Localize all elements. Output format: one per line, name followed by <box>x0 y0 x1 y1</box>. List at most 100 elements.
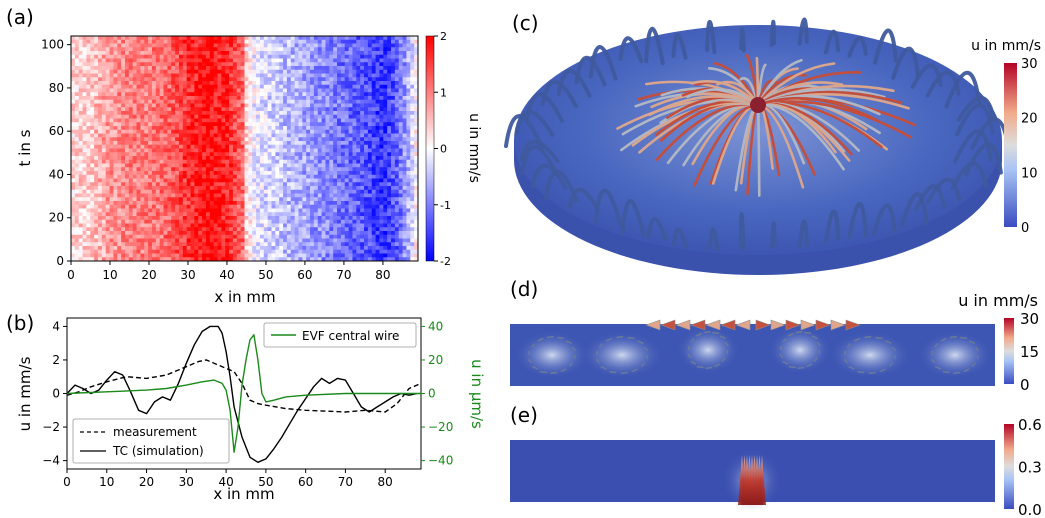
heatmap-cell <box>275 156 280 161</box>
heatmap-cell <box>132 182 137 187</box>
heatmap-cell <box>221 88 226 93</box>
heatmap-cell <box>375 96 380 101</box>
heatmap-cell <box>163 234 168 239</box>
heatmap-cell <box>244 66 249 71</box>
heatmap-cell <box>310 167 315 172</box>
heatmap-cell <box>186 152 191 157</box>
heatmap-cell <box>283 174 288 179</box>
heatmap-cell <box>124 144 130 149</box>
heatmap-cell <box>90 69 95 74</box>
heatmap-cell <box>356 178 361 183</box>
heatmap-cell <box>202 223 207 228</box>
heatmap-cell <box>113 58 118 63</box>
heatmap-cell <box>298 39 303 44</box>
heatmap-cell <box>194 193 199 198</box>
heatmap-cell <box>333 231 338 236</box>
heatmap-cell <box>136 54 141 59</box>
heatmap-cell <box>128 69 134 74</box>
heatmap-cell <box>387 73 392 78</box>
heatmap-cell <box>279 204 284 209</box>
heatmap-cell <box>367 212 373 217</box>
heatmap-cell <box>213 62 218 67</box>
heatmap-cell <box>367 148 373 153</box>
heatmap-cell <box>240 197 245 202</box>
heatmap-cell <box>236 84 242 89</box>
heatmap-cell <box>383 148 388 153</box>
heatmap-cell <box>244 133 249 138</box>
heatmap-cell <box>414 193 418 198</box>
heatmap-cell <box>244 163 249 168</box>
heatmap-cell <box>217 219 222 224</box>
heatmap-cell <box>302 58 307 63</box>
heatmap-cell <box>317 69 323 74</box>
heatmap-cell <box>182 238 188 243</box>
heatmap-cell <box>240 39 245 44</box>
heatmap-cell <box>217 99 222 104</box>
heatmap-cell <box>286 208 292 213</box>
heatmap-cell <box>117 88 122 93</box>
heatmap-cell <box>290 204 296 209</box>
heatmap-cell <box>229 133 234 138</box>
heatmap-cell <box>356 129 361 134</box>
heatmap-cell <box>371 77 376 82</box>
heatmap-cell <box>337 111 342 116</box>
heatmap-cell <box>94 197 99 202</box>
heatmap-cell <box>213 58 218 63</box>
heatmap-cell <box>302 96 307 101</box>
heatmap-cell <box>117 129 122 134</box>
heatmap-cell <box>283 163 288 168</box>
heatmap-cell <box>310 118 315 123</box>
heatmap-cell <box>352 103 357 108</box>
heatmap-cell <box>263 208 269 213</box>
heatmap-cell <box>128 77 134 82</box>
heatmap-cell <box>90 189 95 194</box>
heatmap-cell <box>225 171 230 176</box>
heatmap-cell <box>86 219 91 224</box>
heatmap-cell <box>132 54 137 59</box>
heatmap-cell <box>387 159 392 164</box>
heatmap-cell <box>148 92 153 97</box>
heatmap-cell <box>163 189 168 194</box>
heatmap-cell <box>256 81 261 86</box>
heatmap-cell <box>364 77 369 82</box>
heatmap-cell <box>240 201 245 206</box>
heatmap-cell <box>159 208 164 213</box>
heatmap-cell <box>329 88 334 93</box>
heatmap-cell <box>236 54 242 59</box>
heatmap-cell <box>414 73 418 78</box>
heatmap-cell <box>310 178 315 183</box>
heatmap-cell <box>391 84 396 89</box>
heatmap-cell <box>371 62 376 67</box>
heatmap-cell <box>101 84 107 89</box>
heatmap-cell <box>101 62 107 67</box>
heatmap-cell <box>229 238 234 243</box>
heatmap-cell <box>78 182 83 187</box>
heatmap-cell <box>391 208 396 213</box>
heatmap-cell <box>317 43 323 48</box>
heatmap-cell <box>140 227 145 232</box>
heatmap-cell <box>221 129 226 134</box>
heatmap-cell <box>74 54 80 59</box>
heatmap-cell <box>175 159 180 164</box>
heatmap-cell <box>391 107 396 112</box>
heatmap-cell <box>240 96 245 101</box>
heatmap-cell <box>213 231 218 236</box>
heatmap-cell <box>337 186 342 191</box>
heatmap-cell <box>225 201 230 206</box>
heatmap-cell <box>144 69 149 74</box>
heatmap-cell <box>101 171 107 176</box>
heatmap-cell <box>337 118 342 123</box>
heatmap-cell <box>144 73 149 78</box>
heatmap-cell <box>113 178 118 183</box>
heatmap-cell <box>391 171 396 176</box>
heatmap-cell <box>190 133 195 138</box>
heatmap-cell <box>414 201 418 206</box>
heatmap-cell <box>240 208 245 213</box>
heatmap-cell <box>286 137 292 142</box>
heatmap-cell <box>155 126 161 131</box>
heatmap-cell <box>337 122 342 127</box>
heatmap-cell <box>232 133 238 138</box>
heatmap-cell <box>113 69 118 74</box>
heatmap-cell <box>337 193 342 198</box>
heatmap-cell <box>286 171 292 176</box>
